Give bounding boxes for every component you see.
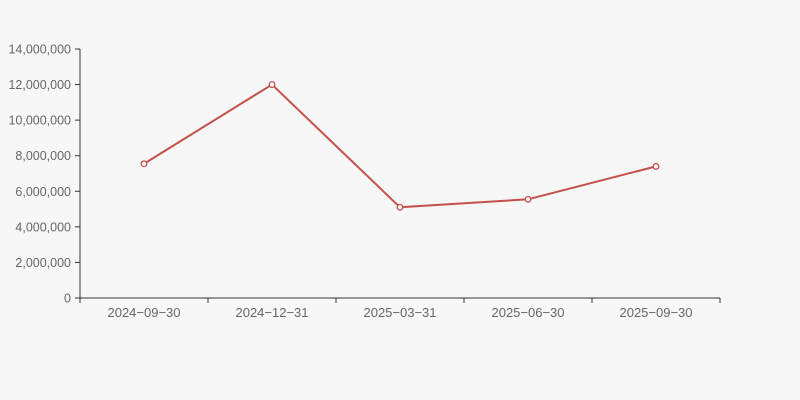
data-point-marker[interactable] [140, 160, 148, 168]
x-axis-tick-label: 2025−03−31 [363, 305, 436, 320]
y-axis-tick-label: 0 [64, 292, 71, 306]
data-point-marker[interactable] [652, 162, 660, 170]
y-axis-tick-label: 14,000,000 [8, 43, 71, 57]
x-axis-tick-label: 2025−06−30 [491, 305, 564, 320]
y-axis-tick-label: 10,000,000 [8, 114, 71, 128]
y-axis-tick-label: 2,000,000 [15, 256, 71, 270]
data-point-marker[interactable] [524, 195, 532, 203]
data-point-marker[interactable] [268, 81, 276, 89]
x-axis-tick-label: 2024−09−30 [107, 305, 180, 320]
y-axis-tick-label: 8,000,000 [15, 149, 71, 163]
y-axis-tick-label: 6,000,000 [15, 185, 71, 199]
y-axis-tick-label: 4,000,000 [15, 220, 71, 234]
y-axis-tick-label: 12,000,000 [8, 78, 71, 92]
x-axis-tick-label: 2024−12−31 [235, 305, 308, 320]
x-axis-tick-label: 2025−09−30 [619, 305, 692, 320]
data-point-marker[interactable] [396, 203, 404, 211]
